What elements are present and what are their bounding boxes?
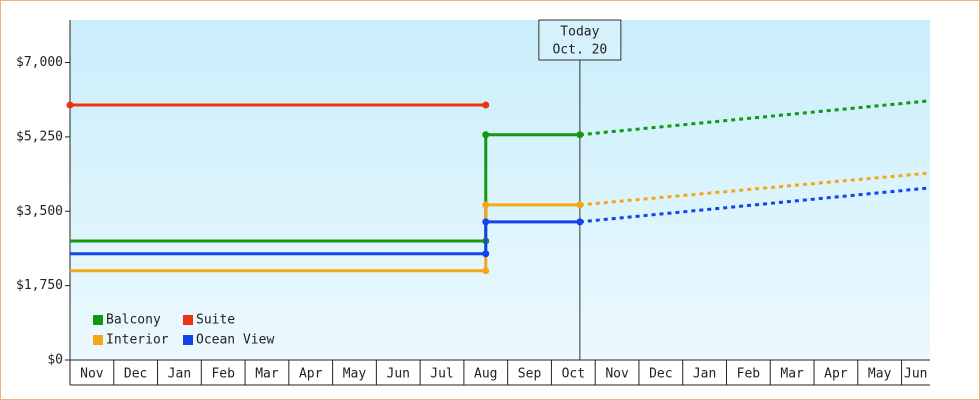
point <box>576 131 584 139</box>
x-tick-label: Aug <box>474 367 497 382</box>
x-tick-label: Feb <box>737 367 761 382</box>
today-box <box>538 19 622 61</box>
forecast-line <box>579 99 930 137</box>
today-label: Today <box>560 25 599 40</box>
legend-label: Suite <box>196 313 235 328</box>
x-tick-label: Mar <box>255 367 279 382</box>
point <box>576 218 584 226</box>
point <box>482 101 490 109</box>
x-tick-label: Jun <box>904 367 927 382</box>
x-tick-label: Feb <box>211 367 235 382</box>
x-tick-label: Jul <box>430 367 453 382</box>
x-tick-label: Nov <box>605 367 629 382</box>
series-line <box>70 133 580 243</box>
x-tick-label: Apr <box>824 367 848 382</box>
legend-swatch <box>183 315 193 325</box>
x-tick-label: Apr <box>299 367 323 382</box>
x-tick-label: Mar <box>780 367 804 382</box>
forecast-line <box>579 171 930 207</box>
x-tick-label: Dec <box>124 367 147 382</box>
point <box>482 201 490 209</box>
point <box>576 201 584 209</box>
x-tick-label: Oct <box>562 367 585 382</box>
legend-swatch <box>183 335 193 345</box>
x-tick-label: Dec <box>649 367 672 382</box>
x-tick-label: Jun <box>387 367 410 382</box>
point <box>482 131 490 139</box>
y-tick-label: $7,000 <box>16 55 63 70</box>
x-tick-label: May <box>868 367 892 382</box>
point <box>482 250 490 258</box>
today-label: Oct. 20 <box>552 43 607 58</box>
point <box>482 218 490 226</box>
x-tick-label: Jan <box>168 367 191 382</box>
legend-swatch <box>93 315 103 325</box>
legend-label: Balcony <box>106 313 161 328</box>
series-line <box>70 220 580 256</box>
legend-label: Ocean View <box>196 333 274 348</box>
legend-label: Interior <box>106 333 169 348</box>
legend-swatch <box>93 335 103 345</box>
x-tick-label: Sep <box>518 367 542 382</box>
x-tick-label: Jan <box>693 367 716 382</box>
x-tick-label: Nov <box>80 367 104 382</box>
x-tick-label: May <box>343 367 367 382</box>
y-tick-label: $1,750 <box>16 278 63 293</box>
point <box>66 101 74 109</box>
forecast-line <box>579 186 930 224</box>
y-tick-label: $3,500 <box>16 204 63 219</box>
plot-area <box>70 20 930 360</box>
point <box>482 267 490 275</box>
y-tick-label: $0 <box>47 353 63 368</box>
y-tick-label: $5,250 <box>16 129 63 144</box>
